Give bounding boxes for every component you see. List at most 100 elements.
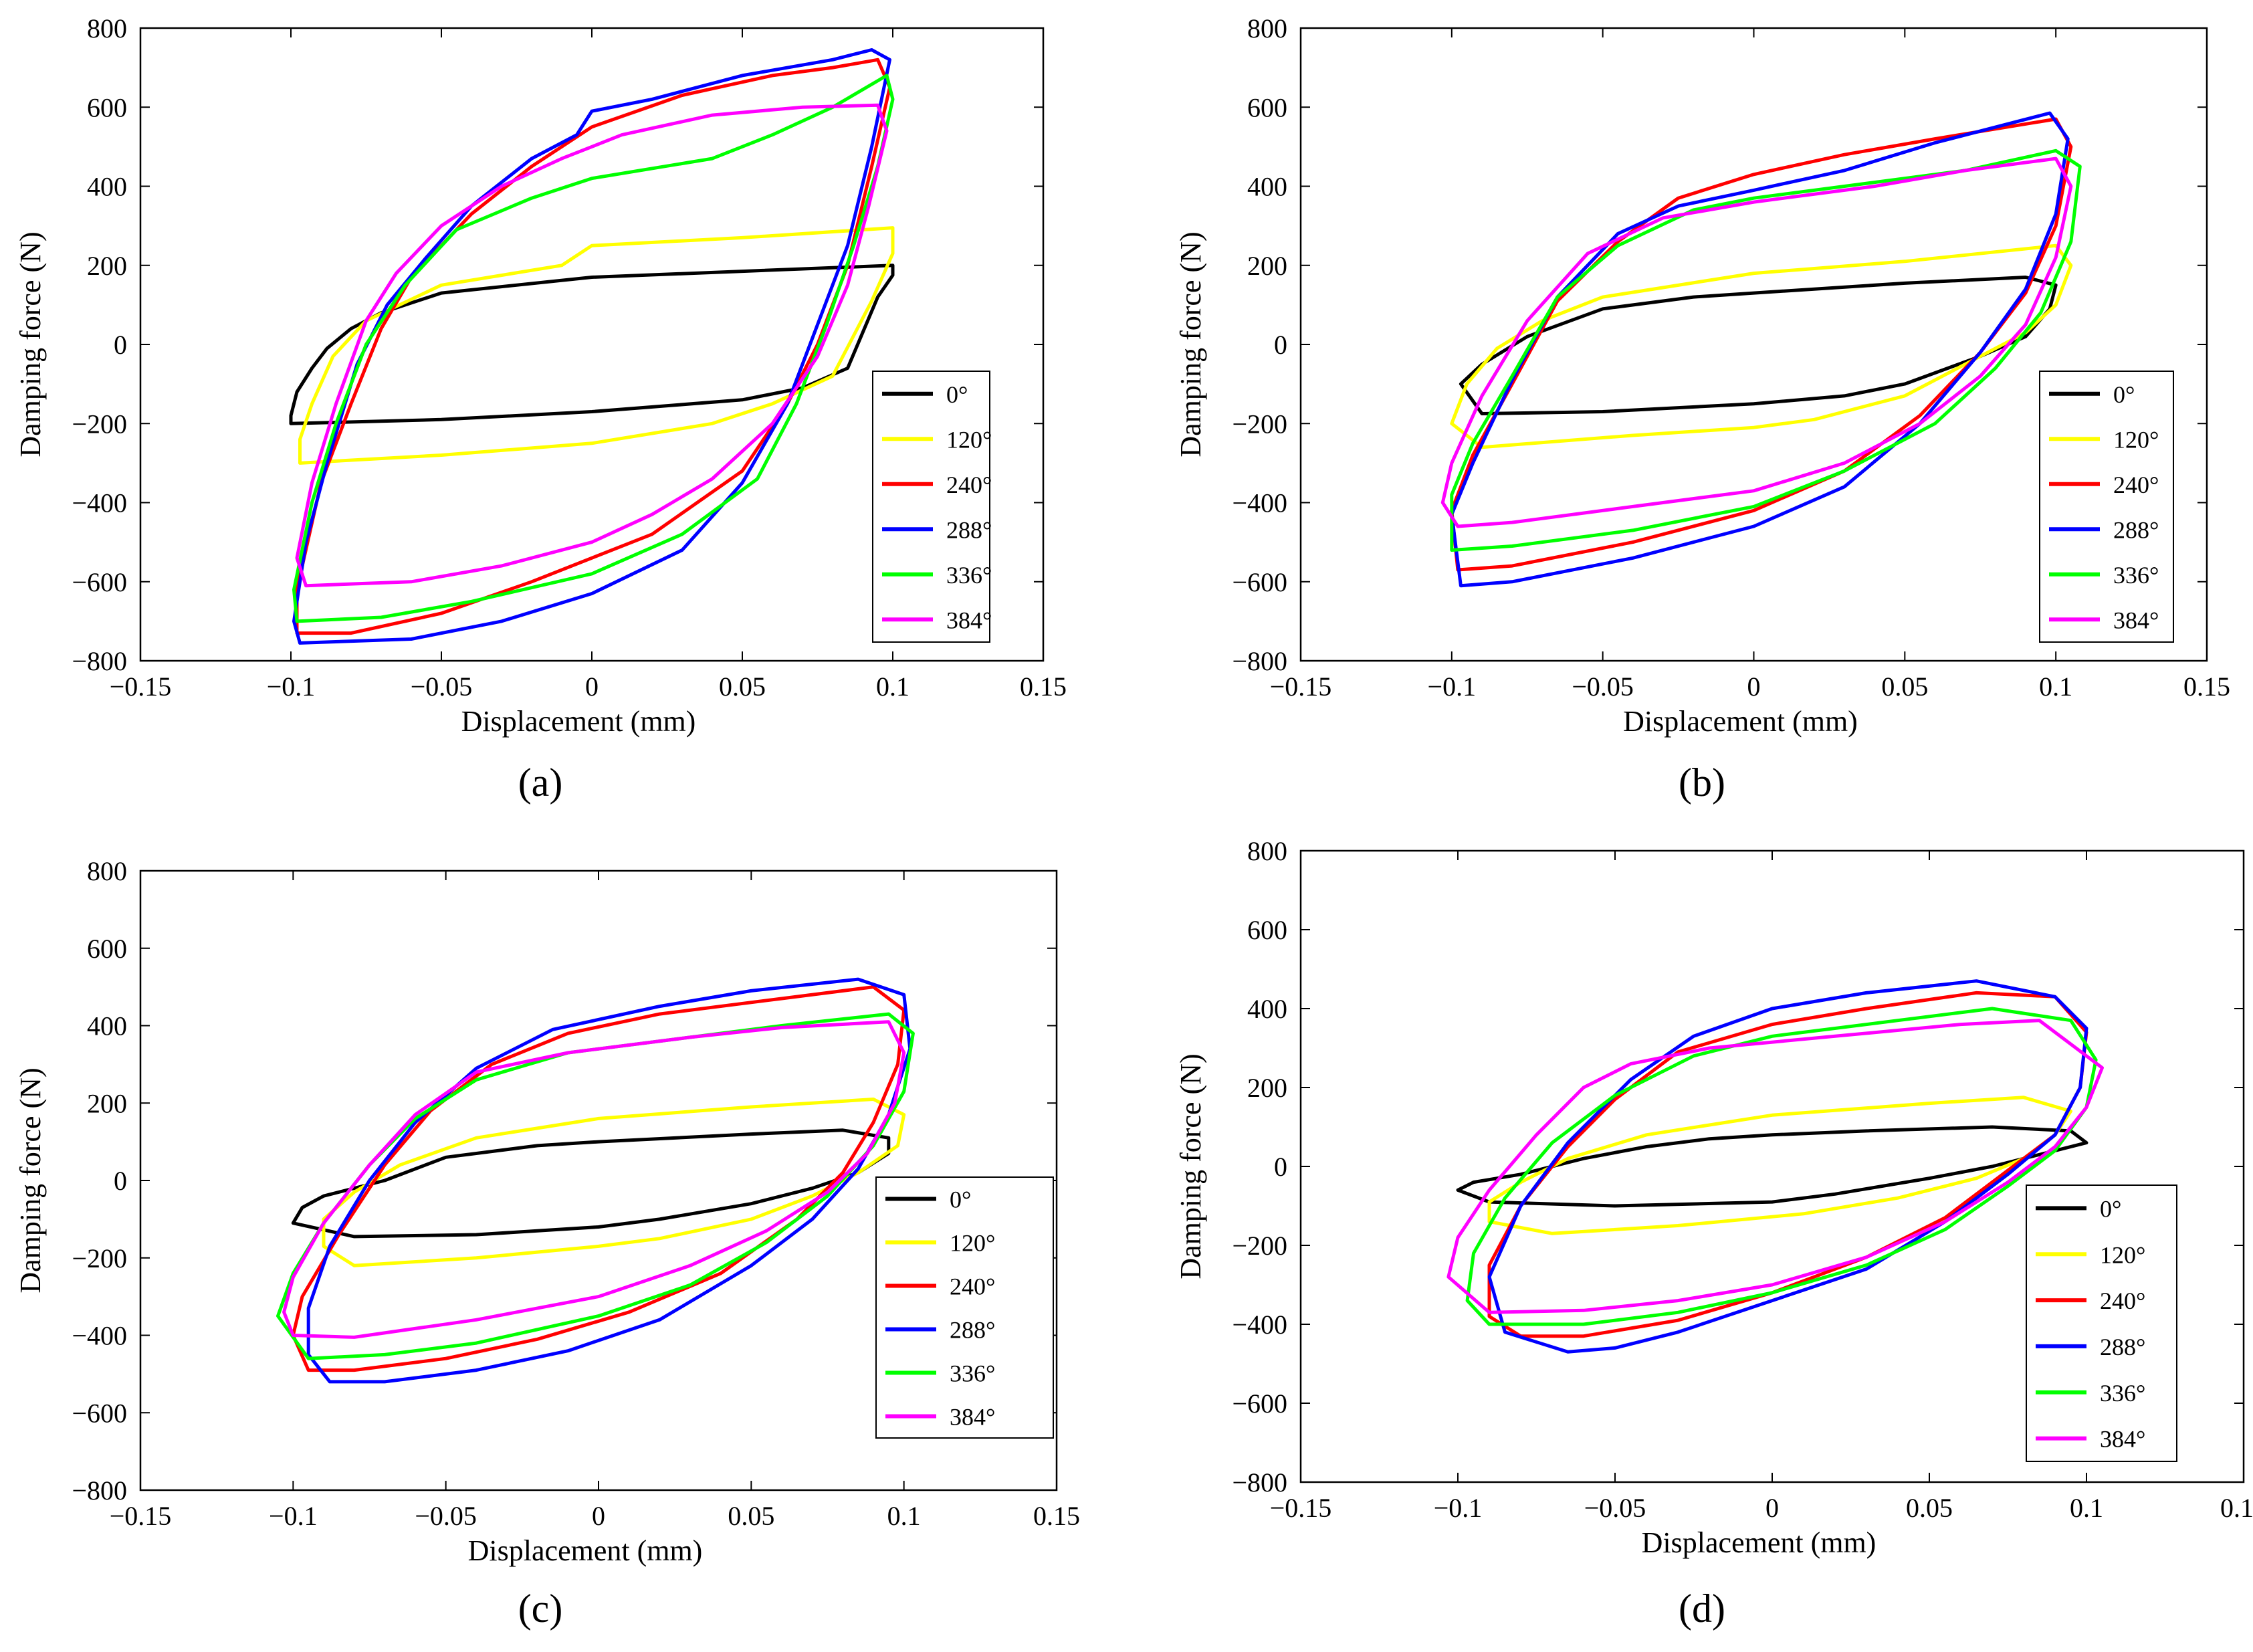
x-tick-label: −0.05: [411, 672, 473, 702]
y-axis-label: Damping force (N): [1174, 1053, 1207, 1279]
legend-label: 336°: [2113, 562, 2159, 589]
y-tick-label: 400: [87, 172, 127, 202]
y-tick-label: −800: [72, 1475, 127, 1506]
x-axis-label: Displacement (mm): [1642, 1526, 1876, 1559]
legend-label: 384°: [2100, 1426, 2145, 1453]
y-tick-label: −400: [72, 488, 127, 518]
y-tick-label: 600: [87, 92, 127, 122]
y-tick-label: 0: [1274, 1152, 1287, 1182]
y-tick-label: 200: [1247, 251, 1287, 281]
y-tick-label: −200: [72, 1243, 127, 1273]
y-tick-label: 600: [1247, 915, 1287, 945]
y-tick-label: 200: [87, 1088, 127, 1118]
y-tick-label: 800: [1247, 836, 1287, 866]
legend-label: 336°: [946, 562, 992, 589]
y-tick-label: −800: [1232, 646, 1287, 676]
x-tick-label: 0.15: [2183, 672, 2230, 702]
legend-label: 288°: [950, 1317, 995, 1344]
x-tick-label: 0.1: [2039, 672, 2072, 702]
panel-caption: (b): [1679, 760, 1725, 805]
legend-box: [876, 1177, 1053, 1438]
y-tick-label: −400: [72, 1321, 127, 1351]
x-tick-label: −0.05: [1572, 672, 1634, 702]
legend-label: 120°: [950, 1230, 995, 1257]
x-tick-label: 0.05: [719, 672, 766, 702]
legend-label: 240°: [950, 1273, 995, 1300]
x-tick-label: 0.15: [2220, 1493, 2253, 1523]
x-tick-label: 0.05: [1906, 1493, 1953, 1523]
y-tick-label: 400: [1247, 994, 1287, 1024]
y-tick-label: 200: [1247, 1073, 1287, 1103]
y-tick-label: 800: [87, 13, 127, 43]
legend-label: 120°: [2100, 1241, 2145, 1268]
y-tick-label: 400: [87, 1011, 127, 1041]
legend-box: [873, 371, 990, 642]
y-tick-label: 800: [1247, 13, 1287, 43]
legend-label: 240°: [946, 472, 992, 498]
y-tick-label: 0: [114, 1166, 127, 1196]
x-tick-label: −0.1: [1428, 672, 1477, 702]
x-tick-label: 0: [1765, 1493, 1779, 1523]
y-tick-label: −600: [72, 567, 127, 597]
legend-label: 240°: [2113, 472, 2159, 498]
x-tick-label: 0.15: [1033, 1501, 1080, 1531]
y-tick-label: 200: [87, 251, 127, 281]
panel-caption: (d): [1679, 1586, 1725, 1631]
legend-label: 336°: [950, 1360, 995, 1387]
y-axis-label: Damping force (N): [1174, 231, 1207, 457]
x-tick-label: 0: [1747, 672, 1761, 702]
y-tick-label: −600: [1232, 567, 1287, 597]
y-tick-label: −600: [72, 1398, 127, 1428]
y-tick-label: −800: [72, 646, 127, 676]
legend-label: 384°: [950, 1404, 995, 1431]
legend-label: 0°: [2100, 1195, 2121, 1222]
y-tick-label: −400: [1232, 488, 1287, 518]
y-tick-label: −800: [1232, 1467, 1287, 1498]
y-tick-label: 0: [114, 330, 127, 360]
y-tick-label: −600: [1232, 1388, 1287, 1419]
legend-label: 0°: [950, 1186, 971, 1213]
x-tick-label: 0: [585, 672, 599, 702]
x-tick-label: 0.1: [876, 672, 909, 702]
x-tick-label: 0.05: [728, 1501, 774, 1531]
x-axis-label: Displacement (mm): [461, 705, 696, 738]
panel-caption: (c): [518, 1586, 563, 1631]
panel-caption: (a): [518, 760, 563, 805]
legend-label: 240°: [2100, 1287, 2145, 1314]
x-tick-label: −0.05: [415, 1501, 477, 1531]
legend-label: 288°: [2100, 1334, 2145, 1360]
legend-label: 336°: [2100, 1380, 2145, 1407]
y-tick-label: −200: [1232, 1231, 1287, 1261]
legend-label: 288°: [946, 516, 992, 543]
legend-box: [2026, 1185, 2177, 1461]
legend-label: 120°: [946, 426, 992, 453]
x-axis-label: Displacement (mm): [468, 1534, 703, 1567]
x-tick-label: 0.15: [1020, 672, 1067, 702]
x-tick-label: 0.1: [887, 1501, 921, 1531]
figure-background: [0, 0, 2253, 1652]
x-tick-label: −0.1: [1434, 1493, 1483, 1523]
legend-label: 0°: [946, 381, 968, 408]
y-tick-label: 600: [1247, 92, 1287, 122]
x-axis-label: Displacement (mm): [1623, 705, 1858, 738]
figure: −0.15 −0.1 −0.05 0 0.05 0.1 0.158006004002000−…: [0, 0, 2253, 1652]
legend-label: 120°: [2113, 426, 2159, 453]
y-axis-label: Damping force (N): [14, 1067, 47, 1293]
y-tick-label: −200: [72, 409, 127, 439]
legend-box: [2040, 371, 2173, 642]
y-tick-label: −400: [1232, 1310, 1287, 1340]
x-tick-label: −0.1: [267, 672, 316, 702]
x-tick-label: −0.05: [1584, 1493, 1646, 1523]
x-tick-label: −0.1: [269, 1501, 318, 1531]
y-tick-label: 400: [1247, 172, 1287, 202]
y-tick-label: 0: [1274, 330, 1287, 360]
legend-label: 288°: [2113, 516, 2159, 543]
y-tick-label: 800: [87, 856, 127, 886]
x-tick-label: 0: [592, 1501, 605, 1531]
x-tick-label: 0.1: [2070, 1493, 2103, 1523]
y-tick-label: −200: [1232, 409, 1287, 439]
legend-label: 384°: [2113, 607, 2159, 633]
x-tick-label: 0.05: [1881, 672, 1928, 702]
y-tick-label: 600: [87, 934, 127, 964]
legend-label: 0°: [2113, 381, 2135, 408]
